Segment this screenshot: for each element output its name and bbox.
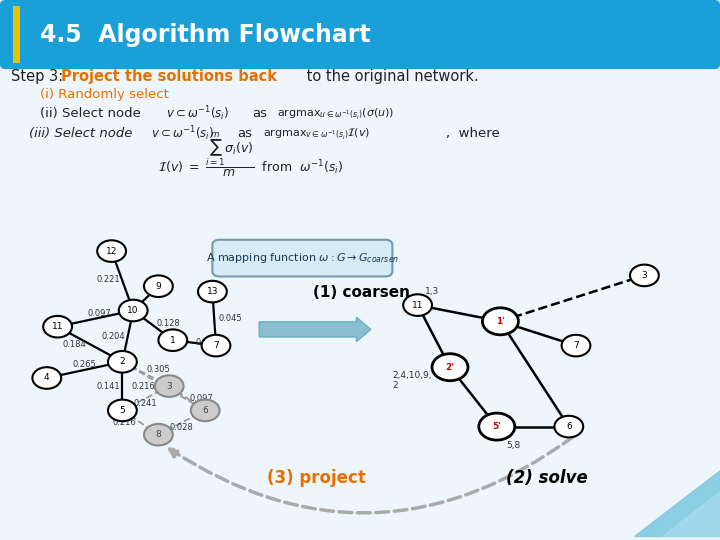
Text: as: as (252, 107, 267, 120)
Circle shape (482, 308, 518, 335)
Text: (ii) Select node: (ii) Select node (40, 107, 140, 120)
Text: 2': 2' (446, 363, 454, 372)
Text: 0.184: 0.184 (63, 340, 86, 349)
Text: (iii) Select node: (iii) Select node (29, 127, 132, 140)
FancyArrow shape (259, 317, 371, 342)
Text: 8: 8 (156, 430, 161, 439)
Text: 0.204: 0.204 (102, 332, 125, 341)
Text: 2: 2 (120, 357, 125, 366)
Text: 6: 6 (202, 406, 208, 415)
Text: 6: 6 (566, 422, 572, 431)
Circle shape (144, 424, 173, 446)
Text: 0.241: 0.241 (134, 399, 158, 408)
Circle shape (198, 281, 227, 302)
Circle shape (97, 240, 126, 262)
Text: (3) project: (3) project (267, 469, 366, 487)
Text: 4: 4 (44, 374, 50, 382)
Circle shape (144, 275, 173, 297)
Text: 0.305: 0.305 (147, 365, 171, 374)
Circle shape (191, 400, 220, 421)
FancyBboxPatch shape (0, 0, 720, 69)
Text: 13: 13 (207, 287, 218, 296)
Text: $\mathcal{I}(v)\ =\ \dfrac{\sum_{i=1}^{m}\sigma_i(v)}{m}$  from  $\omega^{-1}(s_: $\mathcal{I}(v)\ =\ \dfrac{\sum_{i=1}^{m… (158, 130, 344, 179)
Text: 0.028: 0.028 (170, 423, 194, 433)
Circle shape (432, 354, 468, 381)
Polygon shape (634, 470, 720, 536)
Text: $\mathrm{argmax}_{u\in\omega^{-1}(s_i)}(\sigma(u))$: $\mathrm{argmax}_{u\in\omega^{-1}(s_i)}(… (277, 106, 395, 121)
Text: $v \subset \omega^{-1}(s_i)$: $v \subset \omega^{-1}(s_i)$ (151, 125, 215, 143)
Text: 9: 9 (156, 282, 161, 291)
Text: 0.265: 0.265 (73, 360, 96, 369)
Circle shape (43, 316, 72, 338)
Text: 0.097: 0.097 (87, 309, 111, 318)
Text: 1: 1 (170, 336, 176, 345)
Circle shape (562, 335, 590, 356)
Circle shape (202, 335, 230, 356)
Circle shape (479, 413, 515, 440)
Circle shape (108, 400, 137, 421)
Text: as: as (238, 127, 253, 140)
Text: 0.045: 0.045 (218, 314, 242, 323)
Text: 11: 11 (412, 301, 423, 309)
Text: (1) coarsen: (1) coarsen (313, 285, 410, 300)
Circle shape (403, 294, 432, 316)
Text: 0.051: 0.051 (196, 339, 219, 347)
Text: A mapping function $\omega: G \rightarrow G_{coarsen}$: A mapping function $\omega: G \rightarro… (206, 251, 399, 265)
FancyBboxPatch shape (0, 0, 720, 540)
Text: 10: 10 (127, 306, 139, 315)
Text: 3: 3 (642, 271, 647, 280)
Text: 1,3: 1,3 (425, 287, 439, 296)
Circle shape (108, 351, 137, 373)
Text: 0.221: 0.221 (96, 275, 120, 284)
Text: 0.216: 0.216 (113, 418, 136, 427)
Text: 3: 3 (166, 382, 172, 390)
Text: ,  where: , where (446, 127, 500, 140)
Text: to the original network.: to the original network. (302, 69, 479, 84)
Circle shape (32, 367, 61, 389)
Text: 4.5  Algorithm Flowchart: 4.5 Algorithm Flowchart (40, 23, 370, 46)
Text: 7: 7 (573, 341, 579, 350)
Text: Step 3:: Step 3: (11, 69, 68, 84)
Circle shape (119, 300, 148, 321)
Text: 2,4,10,9,
2: 2,4,10,9, 2 (392, 371, 432, 390)
Text: 1': 1' (496, 317, 505, 326)
Text: 0.141: 0.141 (96, 382, 120, 390)
FancyBboxPatch shape (212, 240, 392, 276)
Circle shape (158, 329, 187, 351)
Text: 5': 5' (492, 422, 501, 431)
Text: 11: 11 (52, 322, 63, 331)
Text: $v \subset \omega^{-1}(s_i)$: $v \subset \omega^{-1}(s_i)$ (166, 104, 229, 123)
Circle shape (554, 416, 583, 437)
Text: Project the solutions back: Project the solutions back (61, 69, 277, 84)
Text: $\mathrm{argmax}_{v\in\omega^{-1}(s_i)}\mathcal{I}(v)$: $\mathrm{argmax}_{v\in\omega^{-1}(s_i)}\… (263, 126, 370, 141)
Polygon shape (662, 491, 720, 536)
Text: (i) Randomly select: (i) Randomly select (40, 88, 168, 101)
FancyArrowPatch shape (170, 436, 574, 513)
Circle shape (630, 265, 659, 286)
Text: 5: 5 (120, 406, 125, 415)
Text: 0.216: 0.216 (132, 382, 156, 390)
Text: (2) solve: (2) solve (506, 469, 588, 487)
Text: 0.128: 0.128 (157, 319, 181, 328)
Text: 12: 12 (106, 247, 117, 255)
Bar (13, 6, 20, 63)
Text: 0.097: 0.097 (190, 394, 213, 403)
Text: 5,8: 5,8 (506, 441, 521, 450)
Text: 7: 7 (213, 341, 219, 350)
Circle shape (155, 375, 184, 397)
